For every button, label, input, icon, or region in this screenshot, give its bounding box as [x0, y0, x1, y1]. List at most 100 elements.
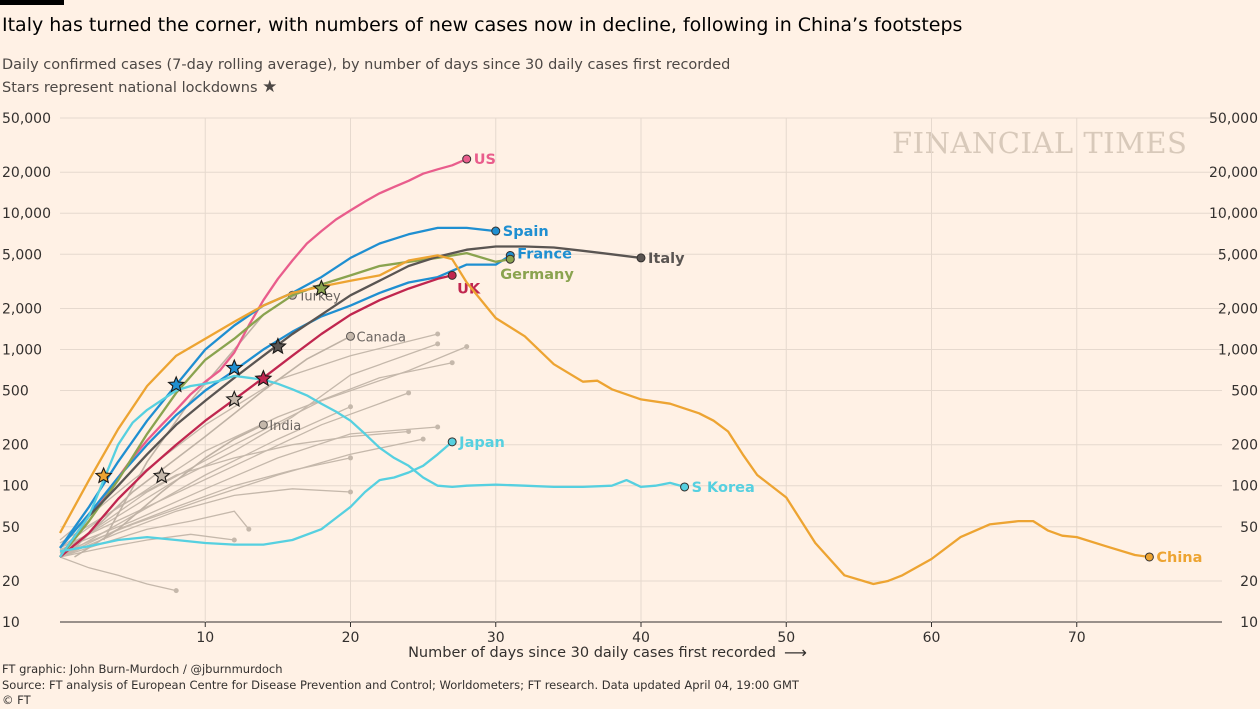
- series-label-canada: Canada: [357, 330, 406, 345]
- background-series-line: [59, 343, 438, 552]
- series-line-canada: [73, 335, 351, 549]
- y-tick-label-right: 50,000: [1209, 111, 1258, 127]
- series-label-france: France: [517, 246, 572, 262]
- x-tick-label: 70: [1068, 630, 1086, 646]
- footer-credit: FT graphic: John Burn-Murdoch / @jburnmu…: [2, 662, 283, 676]
- background-series-end-point: [420, 436, 426, 442]
- y-tick-label-right: 20: [1240, 574, 1258, 590]
- background-series-end-point: [435, 341, 441, 347]
- y-tick-label-left: 10,000: [2, 206, 51, 222]
- series-end-point-skorea: [680, 482, 690, 492]
- series-end-point-japan: [447, 437, 457, 447]
- background-series: [59, 331, 470, 594]
- series-line-uk: [59, 274, 453, 558]
- y-tick-label-right: 1,000: [1218, 342, 1258, 358]
- series-end-point-spain: [491, 226, 501, 236]
- series-line-india: [74, 424, 264, 558]
- series-label-germany: Germany: [500, 267, 574, 283]
- background-series-end-point: [464, 344, 470, 350]
- background-series-end-point: [173, 588, 179, 594]
- series-end-point-india: [258, 420, 268, 430]
- background-series-end-point: [348, 404, 353, 410]
- series-end-point-canada: [346, 331, 355, 341]
- background-series-line: [59, 556, 177, 592]
- x-axis-arrow: ⟶: [784, 643, 807, 662]
- grid: [60, 117, 1222, 627]
- y-tick-label-right: 100: [1231, 479, 1258, 495]
- background-series-line: [59, 406, 351, 558]
- y-tick-label-right: 10,000: [1209, 206, 1258, 222]
- labelled-grey-series: Turkey Canada India: [73, 289, 406, 558]
- background-series-line: [59, 488, 351, 558]
- y-tick-label-left: 20,000: [2, 165, 51, 181]
- series-label-japan: Japan: [458, 435, 505, 451]
- x-tick-label: 40: [632, 630, 650, 646]
- y-tick-label-right: 2,000: [1218, 301, 1258, 317]
- background-series-line: [59, 533, 235, 558]
- x-tick-label: 60: [923, 630, 941, 646]
- y-tick-label-right: 500: [1231, 384, 1258, 400]
- x-tick-label: 50: [777, 630, 795, 646]
- y-tick-label-right: 5,000: [1218, 247, 1258, 263]
- y-tick-label-left: 1,000: [2, 342, 42, 358]
- background-series-end-point: [435, 424, 441, 430]
- series-label-turkey: Turkey: [297, 289, 341, 304]
- series-end-point-italy: [636, 253, 646, 263]
- series-end-point-us: [462, 154, 472, 164]
- series-line-germany: [59, 251, 511, 558]
- y-tick-label-left: 2,000: [2, 301, 42, 317]
- lockdown-star-icon: ★: [262, 77, 278, 97]
- chart-title: Italy has turned the corner, with number…: [2, 14, 963, 36]
- background-series-end-point: [348, 455, 353, 461]
- background-series-line: [59, 333, 438, 541]
- x-tick-label: 10: [196, 630, 214, 646]
- series-label-spain: Spain: [503, 224, 549, 240]
- subtitle-line-2: Stars represent national lockdowns ★: [2, 76, 730, 99]
- background-series-line: [59, 345, 467, 554]
- background-series-end-point: [406, 390, 412, 396]
- series-line-italy: [59, 245, 642, 558]
- lockdown-star-france: [225, 358, 244, 376]
- y-tick-label-left: 50: [2, 520, 20, 536]
- series-label-us: US: [474, 152, 496, 168]
- y-tick-label-right: 20,000: [1209, 165, 1258, 181]
- y-tick-label-left: 50,000: [2, 111, 51, 127]
- background-series-end-point: [449, 360, 455, 366]
- ft-watermark: FINANCIAL TIMES: [892, 126, 1188, 160]
- x-tick-label: 20: [342, 630, 360, 646]
- chart-subtitle: Daily confirmed cases (7-day rolling ave…: [2, 54, 730, 99]
- x-axis-label: Number of days since 30 daily cases firs…: [408, 645, 776, 661]
- series-line-japan: [59, 440, 453, 553]
- y-tick-label-left: 100: [2, 479, 29, 495]
- y-tick-label-left: 5,000: [2, 247, 42, 263]
- subtitle-line-2-text: Stars represent national lockdowns: [2, 80, 258, 96]
- background-series-end-point: [406, 429, 412, 435]
- background-series-end-point: [348, 489, 353, 495]
- lockdown-star-italy: [268, 337, 287, 355]
- y-tick-label-left: 10: [2, 615, 20, 631]
- background-series-line: [59, 438, 424, 554]
- series-end-point-uk: [447, 270, 457, 280]
- footer-source: Source: FT analysis of European Centre f…: [2, 677, 799, 692]
- background-series-end-point: [246, 526, 252, 532]
- background-series-end-point: [435, 331, 441, 337]
- y-tick-label-left: 500: [2, 384, 29, 400]
- background-series-line: [59, 362, 453, 544]
- background-series-end-point: [231, 537, 237, 543]
- y-tick-label-left: 20: [2, 574, 20, 590]
- series-line-skorea: [59, 374, 685, 558]
- lockdown-star-other: [152, 466, 171, 484]
- lockdown-star-germany: [312, 279, 331, 297]
- lockdown-star-china: [94, 466, 113, 484]
- series-line-china: [58, 254, 1150, 586]
- background-series-line: [59, 392, 409, 549]
- lockdown-star-other: [225, 389, 244, 408]
- y-tick-label-right: 10: [1240, 615, 1258, 631]
- footer-copyright: © FT: [2, 693, 31, 707]
- series-end-point-germany: [505, 254, 515, 264]
- subtitle-line-1: Daily confirmed cases (7-day rolling ave…: [2, 57, 731, 73]
- y-tick-label-right: 50: [1240, 520, 1258, 536]
- background-series-line: [59, 457, 351, 558]
